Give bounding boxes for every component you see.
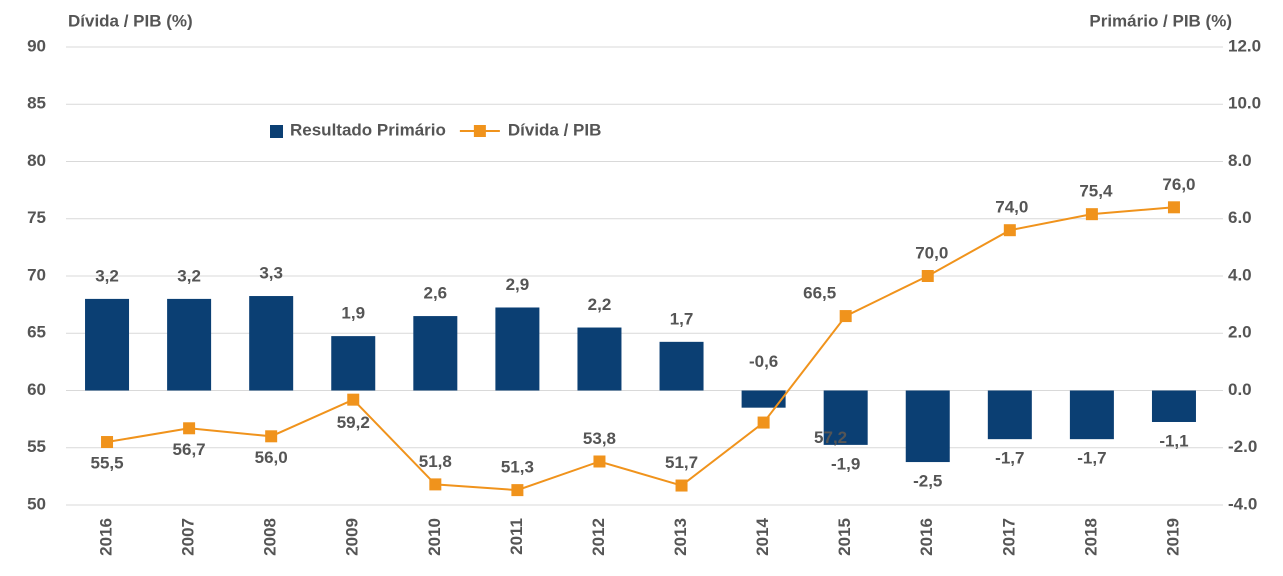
y-axis-title: Dívida / PIB (%) xyxy=(68,11,193,30)
line-value-label: 59,2 xyxy=(337,413,370,432)
y2-axis-title: Primário / PIB (%) xyxy=(1089,11,1232,30)
line-value-label: 70,0 xyxy=(915,243,948,262)
line-point xyxy=(347,393,360,406)
x-tick-label: 2012 xyxy=(589,518,608,556)
y-tick-label: 80 xyxy=(27,151,46,170)
line-value-label: 51,7 xyxy=(665,453,698,472)
line-value-label: 51,8 xyxy=(419,452,452,471)
line-point xyxy=(1085,208,1098,221)
bar xyxy=(167,298,212,391)
line-value-label: 74,0 xyxy=(995,198,1028,217)
x-tick-label: 2017 xyxy=(999,518,1018,556)
bar xyxy=(249,296,294,391)
y-tick-label: 70 xyxy=(27,265,46,284)
bar xyxy=(1069,390,1114,440)
x-tick-label: 2009 xyxy=(343,518,362,556)
bar xyxy=(413,316,458,391)
bar-value-label: -1,1 xyxy=(1159,431,1188,450)
bar-value-label: -1,7 xyxy=(995,449,1024,468)
y-tick-label: 60 xyxy=(27,380,46,399)
x-tick-label: 2013 xyxy=(671,518,690,556)
bar-value-label: -2,5 xyxy=(913,472,942,491)
bar-value-label: 3,3 xyxy=(259,264,283,283)
x-tick-label: 2019 xyxy=(1163,518,1182,556)
y2-tick-label: -2.0 xyxy=(1228,437,1257,456)
bar-value-label: 2,2 xyxy=(588,295,612,314)
line-value-label: 56,0 xyxy=(255,448,288,467)
bar-value-label: 3,2 xyxy=(95,266,119,285)
line-point xyxy=(839,310,852,323)
line-point xyxy=(593,455,606,468)
y2-tick-label: 2.0 xyxy=(1228,323,1252,342)
line-point xyxy=(921,270,934,282)
x-tick-label: 2015 xyxy=(835,518,854,556)
y2-tick-label: 6.0 xyxy=(1228,208,1252,227)
line-value-label: 76,0 xyxy=(1162,175,1195,194)
bar xyxy=(1151,390,1196,422)
bar xyxy=(495,307,540,391)
bar xyxy=(905,390,950,463)
x-tick-label: 2007 xyxy=(179,518,198,556)
y2-tick-label: 10.0 xyxy=(1228,94,1261,113)
bar xyxy=(659,341,704,391)
line xyxy=(106,206,1175,492)
bar-value-label: 1,7 xyxy=(670,309,694,328)
bar xyxy=(741,390,786,408)
bar-value-label: 3,2 xyxy=(177,266,201,285)
line-point xyxy=(757,416,770,429)
bar xyxy=(823,390,868,445)
line-value-label: 56,7 xyxy=(173,440,206,459)
x-tick-label: 2016 xyxy=(917,518,936,556)
x-tick-label: 2008 xyxy=(261,518,280,556)
bar-value-label: 2,6 xyxy=(424,284,448,303)
bar-value-label: -1,9 xyxy=(831,454,860,473)
y-tick-label: 90 xyxy=(27,36,46,55)
y2-tick-label: 4.0 xyxy=(1228,265,1252,284)
x-tick-label: 2016 xyxy=(97,518,116,556)
line-point xyxy=(429,478,442,491)
line-point xyxy=(1167,201,1180,214)
line-value-label: 55,5 xyxy=(90,454,123,473)
line-value-label: 75,4 xyxy=(1079,182,1113,201)
bar-value-label: -1,7 xyxy=(1077,449,1106,468)
y-tick-label: 75 xyxy=(27,208,46,227)
line-value-label: 53,8 xyxy=(583,429,616,448)
x-tick-label: 2018 xyxy=(1081,518,1100,556)
y2-tick-label: 8.0 xyxy=(1228,151,1252,170)
line-point xyxy=(1003,224,1016,237)
y-tick-label: 55 xyxy=(27,437,46,456)
x-tick-label: 2014 xyxy=(753,517,772,555)
line-point xyxy=(183,422,196,435)
y2-tick-label: 0.0 xyxy=(1228,380,1252,399)
bar-value-label: 2,9 xyxy=(506,275,530,294)
bar xyxy=(85,298,130,391)
legend-label: Resultado Primário xyxy=(290,120,446,139)
line-value-label: 51,3 xyxy=(501,458,534,477)
x-tick-label: 2010 xyxy=(425,518,444,556)
legend-swatch-point xyxy=(473,125,486,137)
legend-label: Dívida / PIB xyxy=(508,120,602,139)
y-tick-label: 65 xyxy=(27,323,46,342)
bar-value-label: 1,9 xyxy=(341,304,365,323)
y2-tick-label: -4.0 xyxy=(1228,494,1257,513)
legend-swatch xyxy=(270,125,283,138)
line-value-label: 57,2 xyxy=(814,428,847,447)
bar xyxy=(331,336,376,391)
line-point xyxy=(675,479,688,492)
line-point xyxy=(265,430,278,443)
x-tick-label: 2011 xyxy=(507,518,526,555)
line-point xyxy=(101,436,114,449)
line-point xyxy=(511,484,524,497)
bar xyxy=(987,390,1032,440)
bar-value-label: -0,6 xyxy=(749,352,778,371)
line-value-label: 66,5 xyxy=(803,284,836,303)
bar xyxy=(577,327,622,391)
y2-tick-label: 12.0 xyxy=(1228,36,1261,55)
y-tick-label: 85 xyxy=(27,94,46,113)
y-tick-label: 50 xyxy=(27,494,46,513)
